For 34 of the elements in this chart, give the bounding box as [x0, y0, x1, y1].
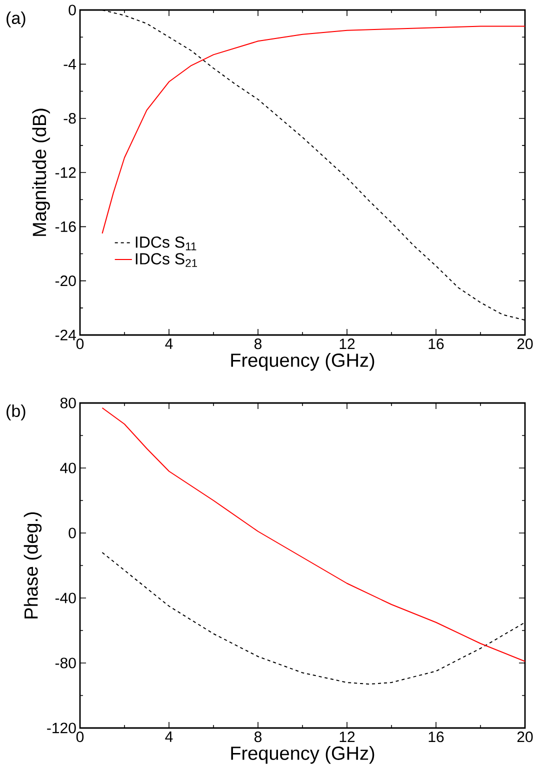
x-tick-label: 20 — [517, 732, 533, 742]
y-tick-label: -24 — [55, 330, 76, 340]
x-tick-label: 12 — [340, 338, 355, 350]
x-tick-label: 8 — [254, 732, 262, 742]
y-tick-label: -4 — [64, 59, 76, 70]
y-axis-title: Phase (deg.) — [24, 512, 42, 618]
x-tick-label: 8 — [254, 338, 262, 350]
y-axis-title: Magnitude (dB) — [32, 108, 50, 236]
x-tick-label: 16 — [428, 732, 444, 742]
line-series — [102, 407, 526, 662]
x-tick-label: 0 — [76, 732, 84, 742]
y-tick-label: -16 — [55, 221, 76, 232]
y-tick-label: -8 — [64, 113, 76, 124]
x-tick-label: 20 — [517, 338, 533, 350]
x-axis-title: Frequency (GHz) — [231, 746, 374, 764]
chart-title: (a) — [6, 12, 26, 28]
x-tick-label: 12 — [340, 732, 355, 742]
chart-title: (b) — [6, 404, 26, 420]
y-tick-label: 40 — [60, 462, 76, 474]
y-tick-label: -12 — [55, 167, 76, 178]
x-tick-label: 16 — [428, 338, 444, 350]
legend-label: IDCs S$_{11}$ — [136, 236, 196, 250]
x-tick-label: 4 — [165, 338, 173, 349]
y-tick-label: -40 — [55, 592, 76, 604]
y-tick-label: 80 — [60, 398, 76, 408]
y-tick-label: 0 — [68, 4, 76, 16]
x-tick-label: 0 — [76, 338, 84, 350]
y-tick-label: 0 — [68, 528, 76, 538]
legend-label: IDCs S$_{21}$ — [136, 253, 197, 267]
y-tick-label: -20 — [55, 276, 76, 286]
y-tick-label: -120 — [47, 722, 76, 734]
y-tick-label: -80 — [55, 658, 76, 668]
x-tick-label: 4 — [165, 732, 173, 742]
x-axis-title: Frequency (GHz) — [231, 353, 374, 371]
